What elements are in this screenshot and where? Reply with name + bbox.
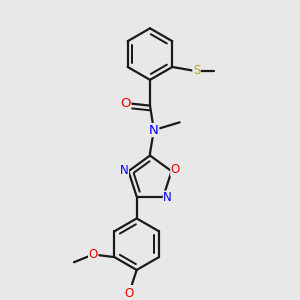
Text: O: O (124, 287, 134, 300)
Text: N: N (163, 191, 172, 204)
Text: O: O (120, 97, 131, 110)
Text: O: O (88, 248, 98, 261)
Text: O: O (171, 163, 180, 176)
Text: N: N (120, 164, 128, 176)
Text: S: S (193, 64, 200, 77)
Text: N: N (149, 124, 159, 136)
